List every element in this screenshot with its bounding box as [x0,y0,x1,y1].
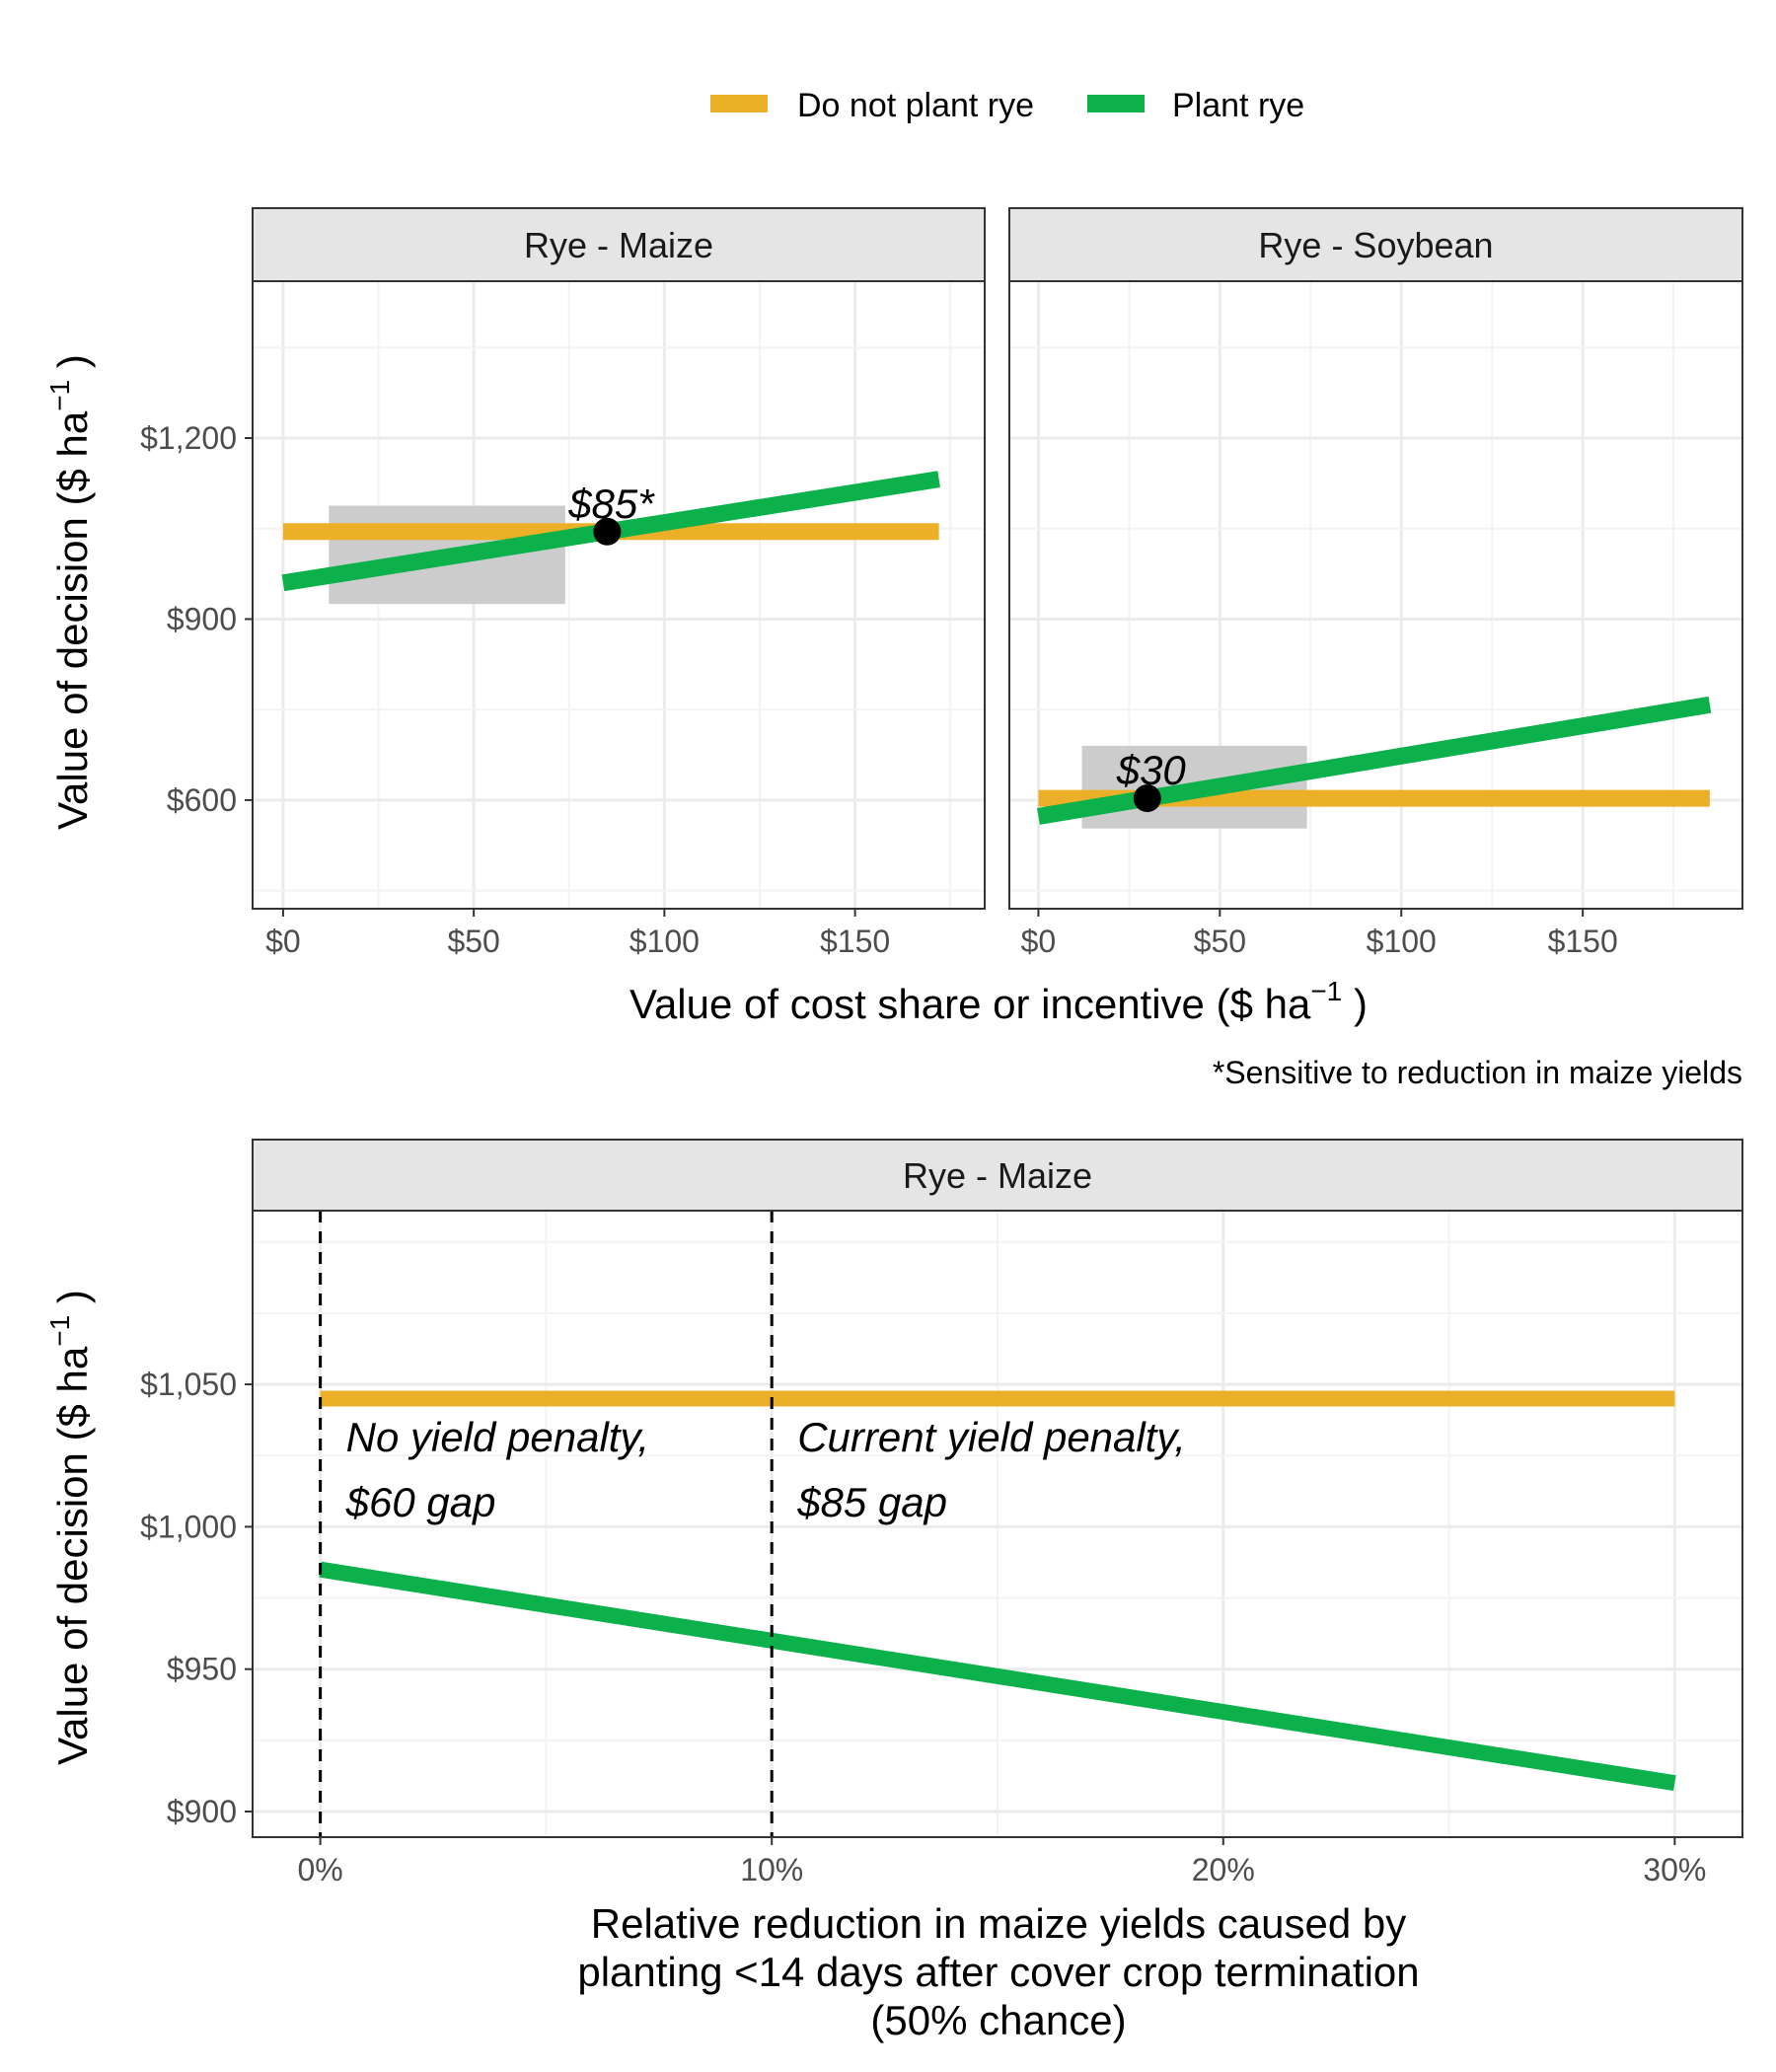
bottom-y-axis-title: Value of decision ($ ha−1 ) [44,1290,96,1765]
bottom-x-axis-title-line-3: (50% chance) [870,1997,1126,2043]
panel-rye-soybean-top: Rye - Soybean $30 $0 $50 $100 $150 [1008,207,1743,959]
series-line-plant-rye [319,1561,1676,1792]
panel-border [1008,280,1743,910]
x-tick-label: $0 [265,924,301,959]
y-tick-label: $950 [167,1652,237,1687]
legend: Do not plant rye Plant rye [710,87,1304,124]
legend-label-do-not-plant: Do not plant rye [797,87,1034,124]
annotation-label: Current yield penalty, [797,1414,1186,1460]
breakeven-label: $85* [567,481,655,527]
y-tick-label: $600 [167,782,237,818]
panel-rye-maize-bottom: Rye - Maize No yield penalty, $60 gap Curre… [140,1139,1743,1887]
x-tick-label: $100 [1367,924,1437,959]
legend-swatch-do-not-plant [710,95,768,112]
facet-strip [252,1139,1743,1212]
annotation-label: No yield penalty, [346,1414,649,1460]
panel-border [252,280,986,910]
annotation-label: $85 gap [796,1479,947,1525]
y-tick-label: $1,200 [140,420,237,456]
x-tick-label: $150 [820,924,890,959]
breakeven-label: $30 [1116,747,1187,793]
breakeven-point [1133,784,1161,813]
facet-strip [1008,207,1743,282]
x-tick-label: $50 [1194,924,1246,959]
plot-area [253,281,985,909]
facet-strip [252,207,986,282]
x-tick-label: $0 [1021,924,1057,959]
y-tick-label: $1,000 [140,1509,237,1544]
x-tick-label: $50 [447,924,499,959]
y-tick-label: $900 [167,601,237,636]
legend-label-plant: Plant rye [1172,87,1304,124]
panel-rye-maize-top: Rye - Maize $85* $0 $50 $100 $150 $900 $1,200 $6… [140,207,986,959]
x-tick-label: 30% [1643,1852,1706,1887]
facet-strip-label: Rye - Maize [903,1155,1092,1196]
x-tick-label: $100 [629,924,700,959]
x-tick-label: $150 [1548,924,1618,959]
top-x-axis-title: Value of cost share or incentive ($ ha−1… [629,976,1368,1027]
facet-strip-label: Rye - Maize [524,225,713,265]
y-tick-label: $900 [167,1794,237,1829]
sensitivity-note: *Sensitive to reduction in maize yields [1213,1055,1742,1090]
panel-border [252,1210,1743,1838]
facet-strip-label: Rye - Soybean [1258,225,1493,265]
x-tick-label: 10% [740,1852,803,1887]
breakeven-point [593,517,622,546]
x-tick-label: 20% [1192,1852,1255,1887]
plot-area [253,1211,1742,1837]
annotation-label: $60 gap [345,1479,496,1525]
bottom-x-axis-title-line-2: planting <14 days after cover crop termi… [577,1949,1419,1995]
y-tick-label: $1,050 [140,1367,237,1402]
legend-swatch-plant [1087,95,1145,112]
x-tick-label: 0% [298,1852,343,1887]
bottom-x-axis-title-line-1: Relative reduction in maize yields cause… [591,1900,1406,1947]
top-y-axis-title: Value of decision ($ ha−1 ) [44,354,96,830]
